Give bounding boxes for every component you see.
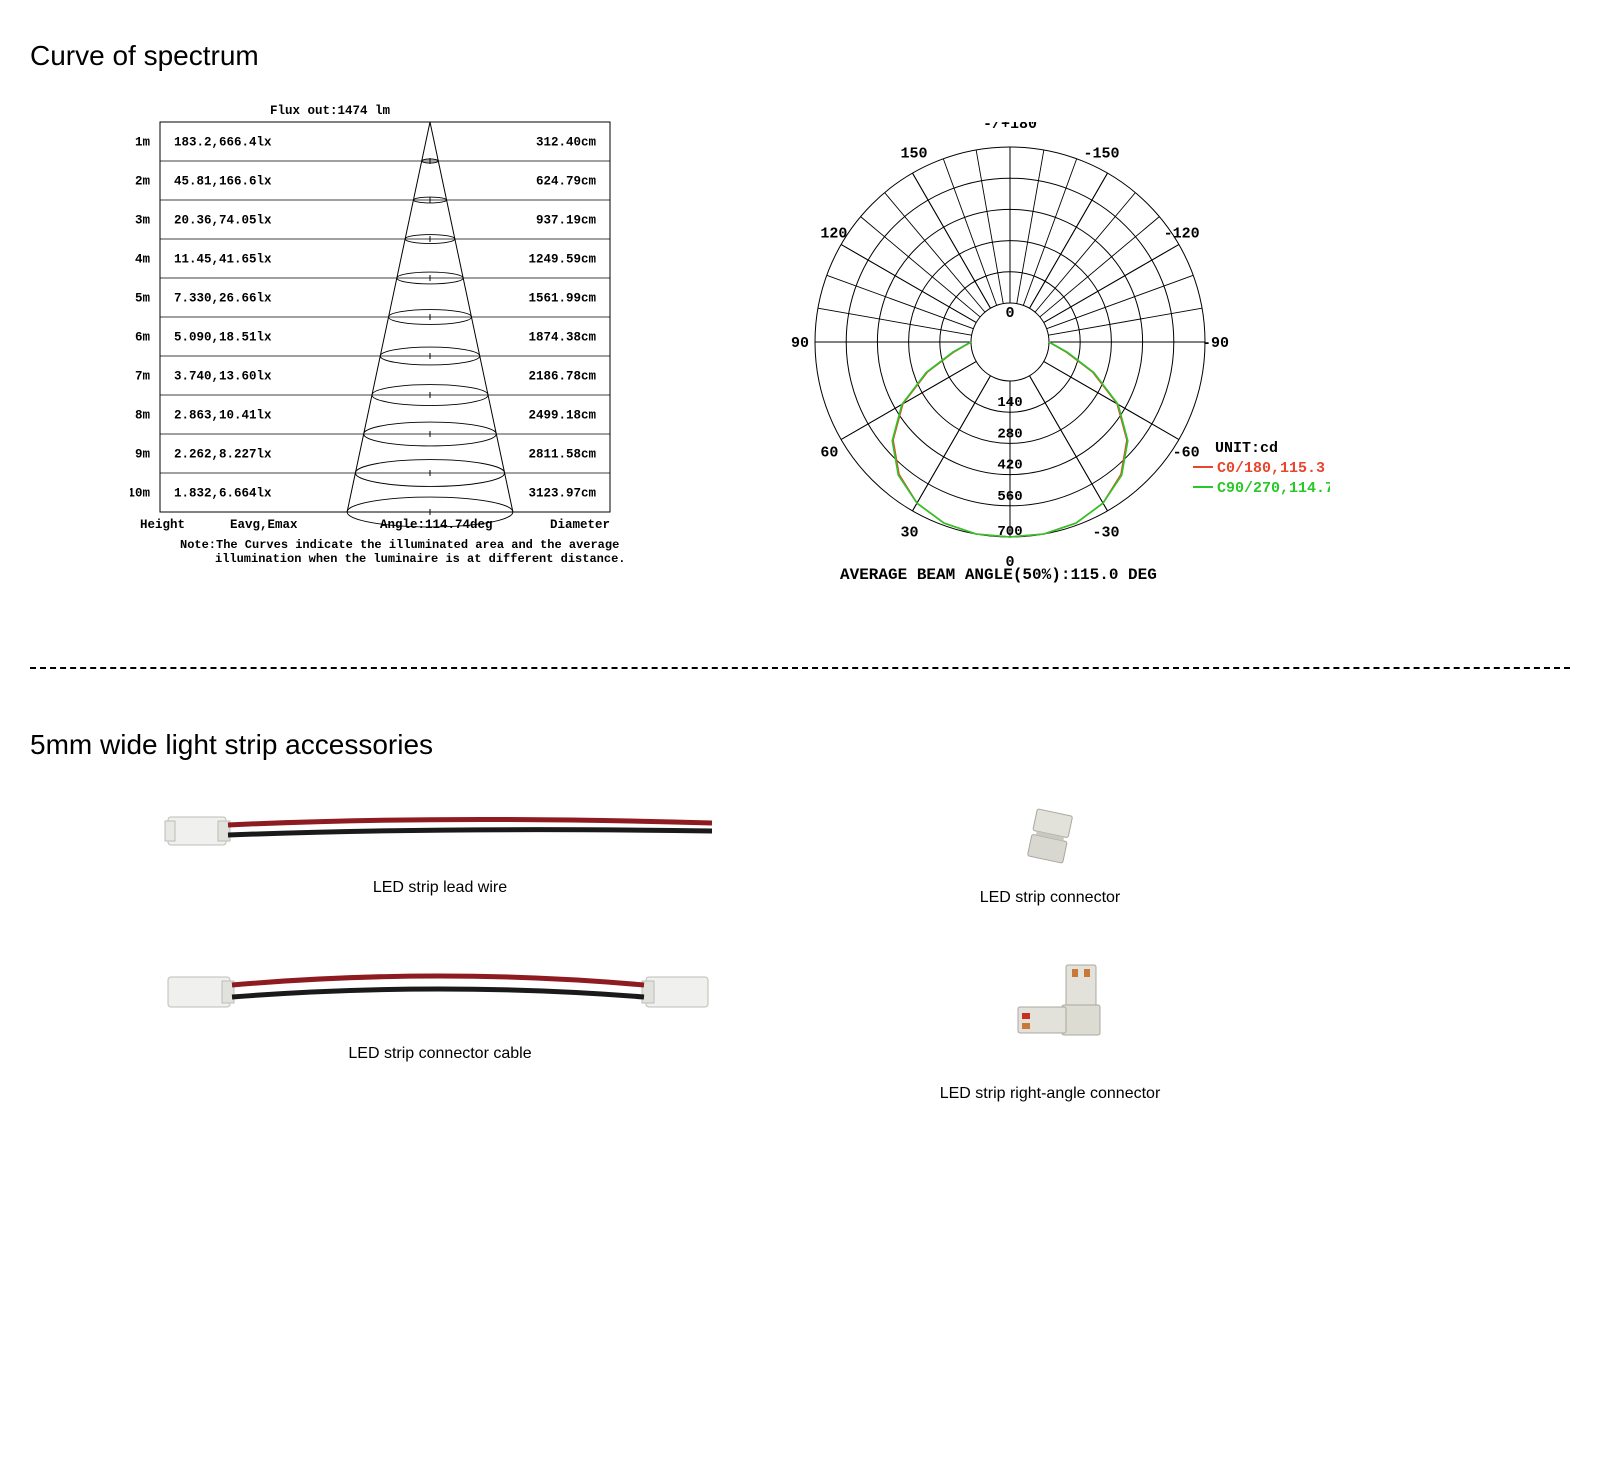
svg-text:3123.97cm: 3123.97cm (528, 487, 596, 501)
svg-text:8m: 8m (135, 409, 151, 423)
svg-text:4m: 4m (135, 253, 151, 267)
svg-text:150: 150 (901, 145, 928, 162)
svg-text:20.36,74.05lx: 20.36,74.05lx (174, 214, 272, 228)
svg-text:-/+180: -/+180 (983, 122, 1037, 133)
svg-text:illumination when the luminair: illumination when the luminaire is at di… (215, 552, 625, 566)
svg-text:Note:The Curves indicate the i: Note:The Curves indicate the illuminated… (180, 538, 619, 552)
svg-text:1.832,6.664lx: 1.832,6.664lx (174, 487, 272, 501)
accessory-lead-wire: LED strip lead wire (130, 801, 750, 907)
svg-text:-120: -120 (1164, 226, 1200, 243)
svg-text:Height: Height (140, 518, 185, 532)
svg-text:120: 120 (820, 226, 847, 243)
svg-text:937.19cm: 937.19cm (536, 214, 597, 228)
svg-text:2811.58cm: 2811.58cm (528, 448, 596, 462)
accessory-label: LED strip connector (980, 889, 1121, 907)
svg-text:7m: 7m (135, 370, 151, 384)
right-angle-icon (970, 957, 1130, 1067)
svg-text:3m: 3m (135, 214, 151, 228)
svg-text:5.090,18.51lx: 5.090,18.51lx (174, 331, 272, 345)
section-title-spectrum: Curve of spectrum (30, 40, 1570, 72)
accessory-label: LED strip right-angle connector (940, 1085, 1161, 1103)
svg-text:3.740,13.60lx: 3.740,13.60lx (174, 370, 272, 384)
svg-text:624.79cm: 624.79cm (536, 175, 597, 189)
svg-text:2.262,8.227lx: 2.262,8.227lx (174, 448, 272, 462)
connector-cable-icon (160, 957, 720, 1027)
svg-text:9m: 9m (135, 448, 151, 462)
svg-text:60: 60 (820, 445, 838, 462)
svg-text:2186.78cm: 2186.78cm (528, 370, 596, 384)
accessory-label: LED strip connector cable (348, 1045, 531, 1063)
svg-text:1m: 1m (135, 136, 151, 150)
svg-text:1249.59cm: 1249.59cm (528, 253, 596, 267)
svg-text:-150: -150 (1083, 145, 1119, 162)
accessory-label: LED strip lead wire (373, 879, 507, 897)
section-title-accessories: 5mm wide light strip accessories (30, 729, 1570, 761)
polar-diagram: -/+180150-150120-12090-9060-6030-3000140… (750, 122, 1330, 627)
svg-text:7.330,26.66lx: 7.330,26.66lx (174, 292, 272, 306)
lead-wire-icon (160, 801, 720, 861)
svg-text:UNIT:cd: UNIT:cd (1215, 440, 1278, 457)
svg-text:Diameter: Diameter (550, 518, 610, 532)
svg-text:Eavg,Emax: Eavg,Emax (230, 518, 298, 532)
svg-text:-60: -60 (1173, 445, 1200, 462)
svg-text:420: 420 (997, 458, 1022, 474)
svg-text:C90/270,114.7: C90/270,114.7 (1217, 480, 1330, 497)
svg-text:-90: -90 (1202, 335, 1229, 352)
svg-text:312.40cm: 312.40cm (536, 136, 597, 150)
svg-text:90: 90 (791, 335, 809, 352)
svg-text:280: 280 (997, 426, 1022, 442)
svg-text:30: 30 (901, 525, 919, 542)
svg-text:183.2,666.4lx: 183.2,666.4lx (174, 136, 272, 150)
svg-text:2.863,10.41lx: 2.863,10.41lx (174, 409, 272, 423)
svg-text:0: 0 (1005, 305, 1014, 322)
cone-diagram: Flux out:1474 lm 1m 183.2,666.4lx 312.40cm 2… (130, 102, 650, 587)
accessory-connector-cable: LED strip connector cable (130, 957, 750, 1103)
svg-text:-30: -30 (1092, 525, 1119, 542)
svg-text:Flux out:1474 lm: Flux out:1474 lm (270, 104, 391, 118)
svg-text:1874.38cm: 1874.38cm (528, 331, 596, 345)
svg-text:2m: 2m (135, 175, 151, 189)
svg-text:6m: 6m (135, 331, 151, 345)
svg-text:11.45,41.65lx: 11.45,41.65lx (174, 253, 272, 267)
svg-text:AVERAGE BEAM ANGLE(50%):115.0: AVERAGE BEAM ANGLE(50%):115.0 DEG (840, 566, 1157, 584)
connector-icon (990, 801, 1110, 871)
svg-text:10m: 10m (130, 487, 150, 501)
svg-text:45.81,166.6lx: 45.81,166.6lx (174, 175, 272, 189)
accessory-connector: LED strip connector (790, 801, 1310, 907)
svg-text:2499.18cm: 2499.18cm (528, 409, 596, 423)
svg-text:5m: 5m (135, 292, 151, 306)
svg-text:560: 560 (997, 489, 1022, 505)
svg-text:1561.99cm: 1561.99cm (528, 292, 596, 306)
spectrum-row: Flux out:1474 lm 1m 183.2,666.4lx 312.40cm 2… (30, 102, 1570, 627)
svg-text:C0/180,115.3: C0/180,115.3 (1217, 460, 1325, 477)
svg-text:Angle:114.74deg: Angle:114.74deg (380, 518, 493, 532)
section-divider (30, 667, 1570, 669)
accessories-grid: LED strip lead wire LED strip connector … (130, 801, 1570, 1103)
svg-text:140: 140 (997, 395, 1022, 411)
accessory-right-angle: LED strip right-angle connector (790, 957, 1310, 1103)
